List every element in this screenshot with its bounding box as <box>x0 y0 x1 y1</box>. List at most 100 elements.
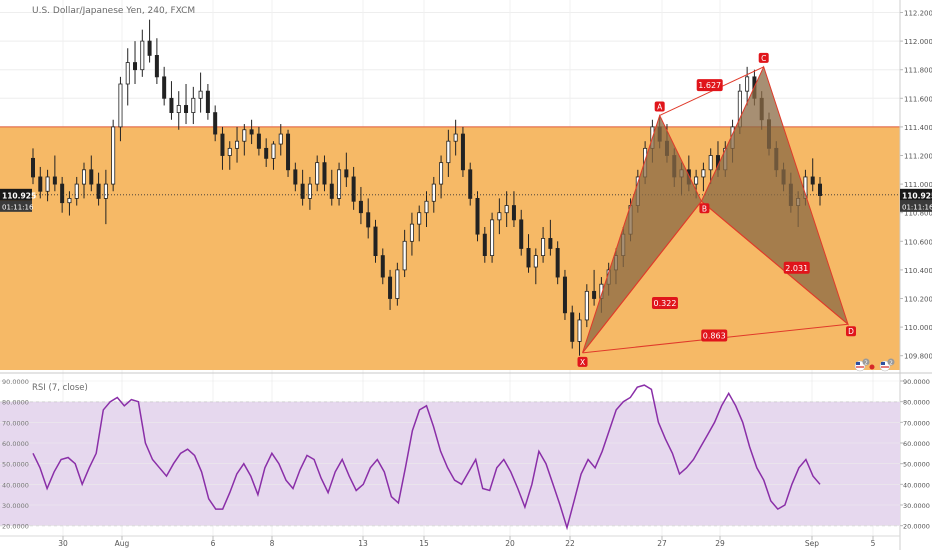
candle-body <box>74 183 79 199</box>
candle-body <box>52 176 57 185</box>
candle-body <box>103 183 108 199</box>
time-tick-label: 15 <box>419 539 429 548</box>
countdown-label-bg <box>900 200 932 212</box>
ratio-label-bg <box>696 79 723 92</box>
candle-body <box>810 176 815 185</box>
candle-body <box>220 133 225 156</box>
rsi-tick-label-left: 60.0000 <box>2 440 29 448</box>
pattern-leg-bd[interactable] <box>701 200 849 325</box>
rsi-tick-label-left: 70.0000 <box>2 419 29 427</box>
candle-body <box>431 183 436 202</box>
pattern-leg-xb[interactable] <box>582 200 702 354</box>
candle-body <box>96 183 101 199</box>
price-tick-label: 110.800 <box>904 210 932 218</box>
candle-body <box>562 276 567 314</box>
ratio-label[interactable]: 1.627 <box>698 81 721 90</box>
candle-body <box>249 129 254 135</box>
candle-body <box>315 162 320 185</box>
candle-body <box>154 55 159 78</box>
time-tick-label: 29 <box>715 539 725 548</box>
rsi-title[interactable]: RSI (7, close) <box>32 383 88 393</box>
candle-body <box>213 112 218 135</box>
candle-body <box>162 76 167 99</box>
rsi-tick-label-right: 80.0000 <box>903 399 930 407</box>
candle-body <box>409 223 414 242</box>
candle-body <box>30 157 35 178</box>
candle-body <box>555 248 560 278</box>
candle-body <box>745 76 750 92</box>
event-count: 2 <box>889 361 893 367</box>
rsi-tick-label-left: 40.0000 <box>2 481 29 489</box>
time-tick-label: 27 <box>657 539 667 548</box>
candle-body <box>592 290 597 299</box>
time-tick-label: Sep <box>805 539 819 548</box>
rsi-grid <box>0 380 900 526</box>
pattern-point-a[interactable]: A <box>657 102 663 111</box>
candle-body <box>533 255 538 268</box>
price-tick-label: 110.600 <box>904 238 932 246</box>
ratio-label[interactable]: 2.031 <box>785 264 808 273</box>
time-axis[interactable]: 30 Aug 6 8 13 15 20 22 27 29 Sep 5 <box>0 535 900 548</box>
candle-body <box>351 176 356 202</box>
candle-body <box>446 140 451 164</box>
price-tick-label: 111.600 <box>904 95 932 103</box>
rsi-tick-label-right: 40.0000 <box>903 481 930 489</box>
candle-body <box>511 205 516 221</box>
symbol-title: U.S. Dollar/Japanese Yen, 240, FXCM <box>32 6 195 16</box>
candle-body <box>694 176 699 185</box>
candle-body <box>329 183 334 199</box>
candle-body <box>439 162 444 185</box>
rsi-tick-label-left: 50.0000 <box>2 461 29 469</box>
price-tick-label: 112.200 <box>904 10 932 18</box>
price-axis-bg <box>900 0 932 370</box>
candle-body <box>402 240 407 271</box>
candle-body <box>191 97 196 114</box>
candle-body <box>67 197 72 204</box>
price-tick-label: 110.200 <box>904 296 932 304</box>
ratio-label[interactable]: 0.863 <box>703 332 726 341</box>
candle-body <box>395 269 400 299</box>
candle-body <box>45 176 50 192</box>
candle-body <box>519 219 524 249</box>
countdown-label: 01:11:16 <box>902 203 932 211</box>
time-tick-label: Aug <box>115 539 130 548</box>
candle-body <box>818 183 823 196</box>
candle-body <box>89 169 94 185</box>
rsi-panel[interactable]: RSI (7, close) <box>0 380 900 531</box>
price-tick-label: 112.000 <box>904 38 932 46</box>
candle-body <box>82 169 87 185</box>
rsi-tick-label-left: 90.0000 <box>2 378 29 386</box>
ratio-label[interactable]: 0.322 <box>654 299 677 308</box>
time-tick-label: 8 <box>270 539 275 548</box>
pattern-point-b[interactable]: B <box>702 204 707 213</box>
time-tick-label: 13 <box>358 539 368 548</box>
price-tick-label: 109.800 <box>904 353 932 361</box>
rsi-axis[interactable]: 90.0000 90.0000 80.0000 80.0000 70.0000 70.00… <box>2 378 930 531</box>
flag-canton <box>856 362 860 365</box>
pattern-point-c[interactable]: C <box>761 54 766 63</box>
candle-body <box>169 97 174 114</box>
japan-flag-icon <box>869 364 875 370</box>
pattern-point-d[interactable]: D <box>848 327 854 336</box>
event-flag[interactable]: 2 <box>879 358 895 372</box>
rsi-tick-label-right: 70.0000 <box>903 419 930 427</box>
candle-body <box>417 212 422 225</box>
time-tick-label: 22 <box>565 539 575 548</box>
current-price-label: 110.925 <box>902 191 932 200</box>
event-flag[interactable]: 2 <box>854 358 875 372</box>
harmonic-pattern[interactable]: 1.627 0.322 2.031 0.863 X A B C D <box>577 52 856 367</box>
candle-body <box>322 162 327 185</box>
event-count-badge <box>887 358 895 366</box>
pattern-point-x[interactable]: X <box>580 358 585 367</box>
candle-body <box>366 212 371 228</box>
current-price-label: 110.925 <box>2 191 36 200</box>
rsi-tick-label-right: 50.0000 <box>903 461 930 469</box>
candle-body <box>373 226 378 257</box>
current-price-label-bg <box>0 188 32 201</box>
pattern-point-bg <box>577 356 588 367</box>
candle-body <box>577 319 582 342</box>
candle-body <box>242 129 247 142</box>
